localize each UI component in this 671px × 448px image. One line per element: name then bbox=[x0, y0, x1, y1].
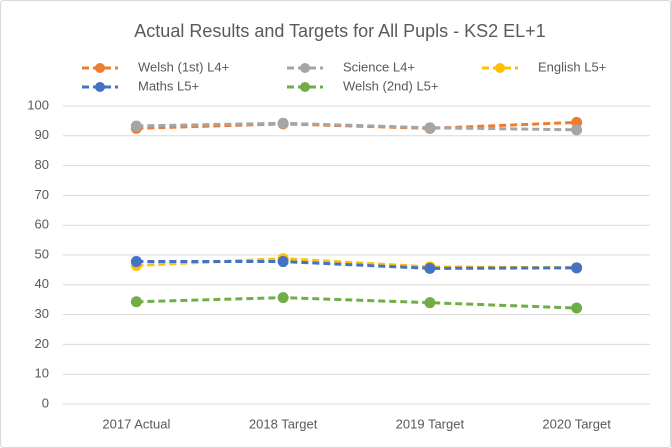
series-line bbox=[136, 296, 577, 310]
data-point bbox=[130, 296, 142, 308]
y-tick-label: 100 bbox=[27, 97, 49, 112]
data-point bbox=[571, 124, 583, 136]
data-point bbox=[424, 297, 436, 309]
legend-marker bbox=[300, 63, 310, 73]
data-point bbox=[571, 302, 583, 314]
y-tick-label: 40 bbox=[35, 276, 49, 291]
legend-marker bbox=[495, 63, 505, 73]
x-tick-label: 2020 Target bbox=[542, 416, 611, 431]
chart-title: Actual Results and Targets for All Pupls… bbox=[134, 21, 545, 41]
y-tick-label: 20 bbox=[35, 336, 49, 351]
y-tick-label: 60 bbox=[35, 217, 49, 232]
y-tick-label: 30 bbox=[35, 306, 49, 321]
legend-label: Welsh (1st) L4+ bbox=[138, 59, 229, 74]
data-point bbox=[277, 292, 289, 304]
data-point bbox=[424, 122, 436, 134]
legend-marker bbox=[300, 82, 310, 92]
y-tick-label: 80 bbox=[35, 157, 49, 172]
data-point bbox=[277, 256, 289, 268]
y-tick-label: 70 bbox=[35, 187, 49, 202]
series-line bbox=[136, 260, 577, 270]
y-tick-label: 10 bbox=[35, 366, 49, 381]
legend-label: Welsh (2nd) L5+ bbox=[343, 78, 439, 93]
data-point bbox=[130, 256, 142, 268]
y-tick-label: 90 bbox=[35, 127, 49, 142]
legend-marker bbox=[95, 63, 105, 73]
x-tick-label: 2018 Target bbox=[249, 416, 318, 431]
legend-label: Science L4+ bbox=[343, 59, 415, 74]
legend-label: Maths L5+ bbox=[138, 78, 199, 93]
y-tick-label: 0 bbox=[42, 395, 49, 410]
data-point bbox=[571, 262, 583, 274]
data-point bbox=[277, 117, 289, 129]
x-tick-label: 2017 Actual bbox=[102, 416, 170, 431]
legend-label: English L5+ bbox=[538, 59, 606, 74]
data-point bbox=[424, 262, 436, 274]
x-tick-label: 2019 Target bbox=[396, 416, 465, 431]
series-line bbox=[136, 121, 577, 132]
y-tick-label: 50 bbox=[35, 246, 49, 261]
data-point bbox=[130, 120, 142, 132]
legend-marker bbox=[95, 82, 105, 92]
